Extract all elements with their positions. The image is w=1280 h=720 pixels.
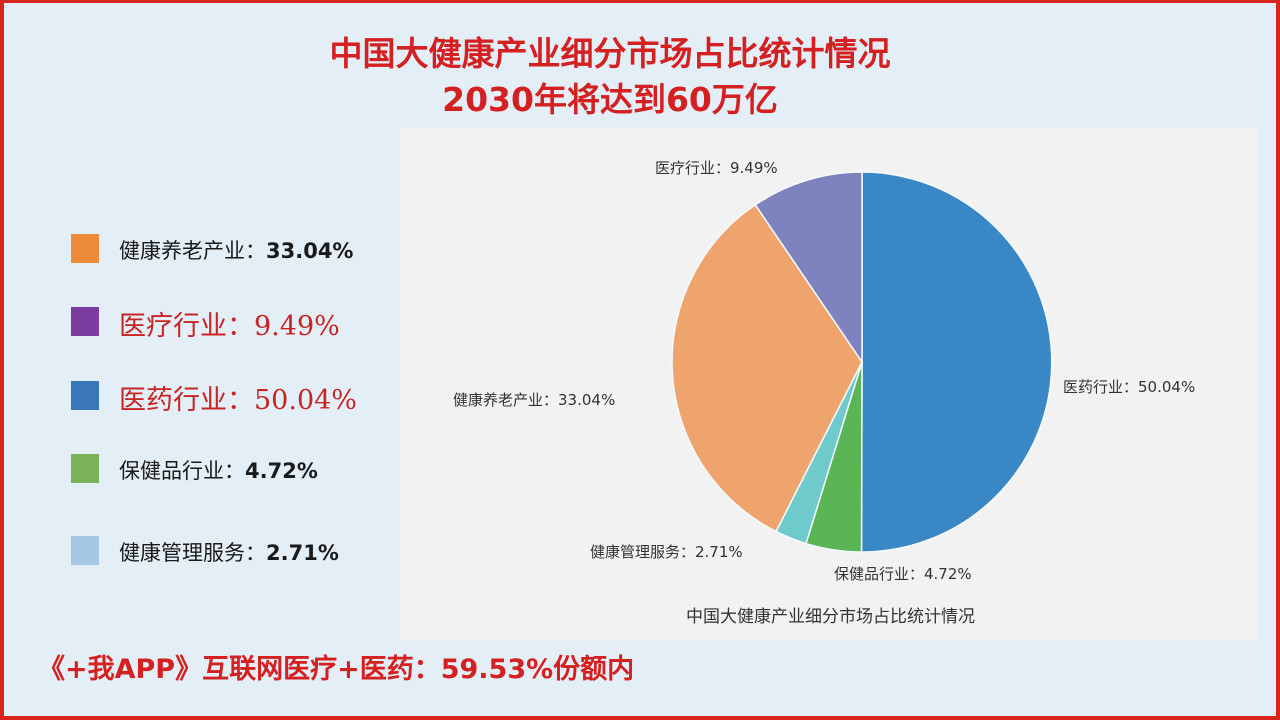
legend-text: 健康管理服务：2.71%	[119, 537, 339, 567]
pie-label-elderly-care: 健康养老产业：33.04%	[453, 391, 616, 409]
legend-value: 4.72%	[245, 459, 318, 483]
legend-label: 保健品行业：	[119, 459, 245, 483]
footer-banner: 《+我APP》互联网医疗+医药：59.53%份额内	[38, 654, 635, 685]
pie-slice-1	[860, 171, 1053, 553]
pie-label-health-management: 健康管理服务：2.71%	[590, 543, 743, 561]
legend-text: 医药行业：50.04%	[119, 378, 357, 417]
legend-label: 健康养老产业：	[119, 239, 266, 263]
legend-label: 健康管理服务：	[119, 541, 266, 565]
page-title: 中国大健康产业细分市场占比统计情况	[329, 34, 891, 73]
legend-swatch-green	[71, 454, 99, 483]
legend-swatch-light-blue	[71, 536, 99, 565]
legend-label: 医药行业：	[119, 385, 254, 416]
page-subtitle: 2030年将达到60万亿	[442, 80, 778, 119]
pie-label-medical: 医疗行业：9.49%	[655, 159, 778, 177]
legend-swatch-blue	[71, 381, 99, 410]
legend-label: 医疗行业：	[119, 311, 254, 342]
pie-slice-4	[671, 203, 863, 533]
legend-value: 2.71%	[266, 541, 339, 565]
legend-value: 9.49%	[254, 311, 340, 342]
legend-text: 医疗行业：9.49%	[119, 304, 340, 343]
chart-caption: 中国大健康产业细分市场占比统计情况	[686, 607, 975, 627]
legend-text: 健康养老产业：33.04%	[119, 235, 353, 265]
legend-value: 33.04%	[266, 239, 354, 263]
legend-swatch-orange	[71, 234, 99, 263]
pie-label-health-products: 保健品行业：4.72%	[834, 565, 972, 583]
legend-text: 保健品行业：4.72%	[119, 455, 318, 485]
legend-value: 50.04%	[254, 385, 357, 416]
pie-slices	[671, 171, 1053, 553]
pie-label-medicine: 医药行业：50.04%	[1063, 378, 1196, 396]
pie-slice-5	[754, 171, 863, 365]
legend-swatch-purple	[71, 307, 99, 336]
